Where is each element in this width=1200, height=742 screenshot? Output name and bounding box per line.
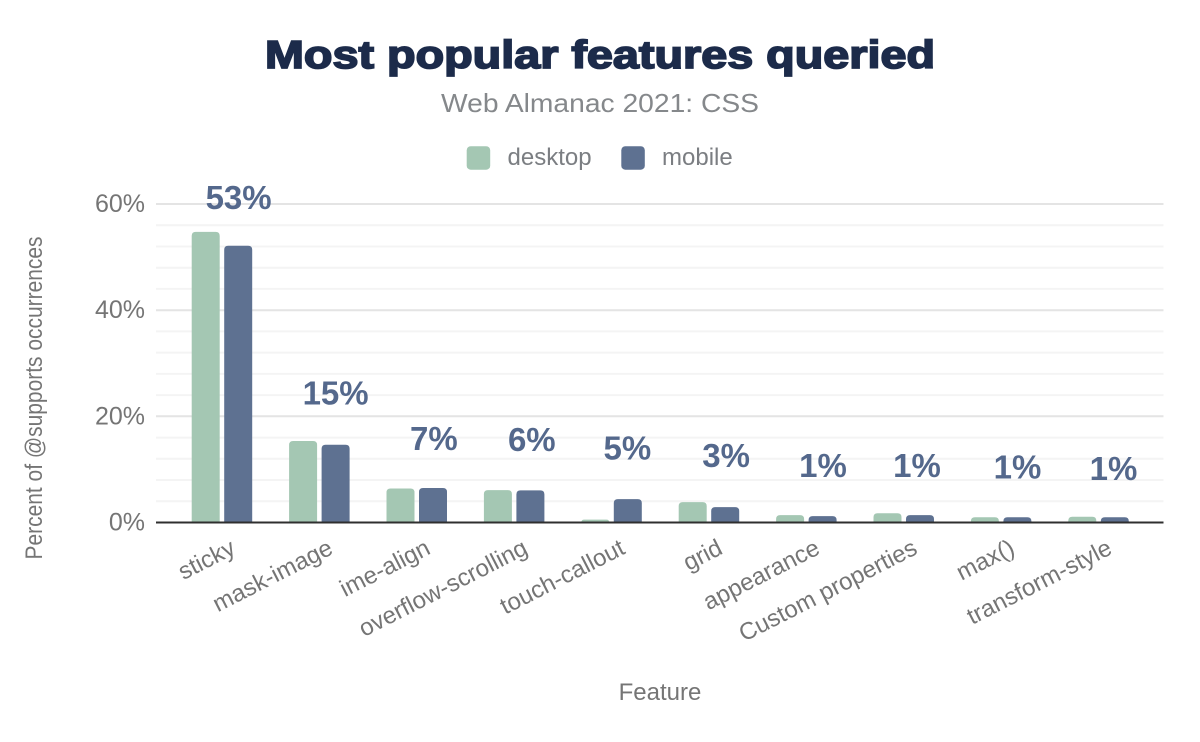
svg-text:6%: 6% [508, 421, 556, 458]
svg-text:40%: 40% [95, 296, 145, 324]
svg-text:mobile: mobile [662, 144, 733, 171]
svg-text:3%: 3% [702, 437, 750, 474]
svg-text:5%: 5% [604, 430, 652, 467]
svg-text:1%: 1% [1090, 450, 1138, 487]
svg-text:1%: 1% [994, 449, 1042, 486]
svg-text:7%: 7% [410, 420, 458, 457]
svg-text:53%: 53% [206, 179, 272, 216]
svg-text:0%: 0% [109, 509, 145, 537]
svg-text:Percent of @supports occurrenc: Percent of @supports occurrences [21, 237, 48, 560]
svg-text:Web Almanac 2021: CSS: Web Almanac 2021: CSS [441, 88, 759, 118]
svg-text:Most popular features queried: Most popular features queried [265, 34, 935, 77]
svg-text:Feature: Feature [619, 679, 702, 706]
svg-text:15%: 15% [303, 375, 369, 412]
svg-text:1%: 1% [893, 447, 941, 484]
svg-text:1%: 1% [799, 447, 847, 484]
svg-text:20%: 20% [95, 402, 145, 430]
svg-text:desktop: desktop [508, 144, 592, 171]
svg-text:60%: 60% [95, 190, 145, 218]
